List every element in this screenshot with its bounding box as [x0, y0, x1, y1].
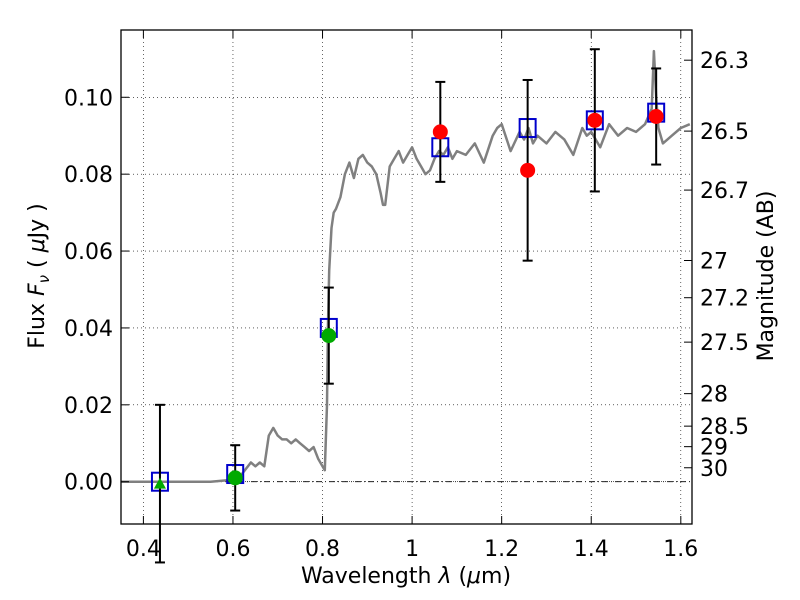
plot-frame — [120, 29, 693, 525]
x-tick-label: 1.6 — [663, 537, 698, 562]
red-data-point — [432, 124, 448, 140]
y2-tick-label: 26.5 — [700, 120, 749, 145]
upper-limit-triangle — [153, 477, 166, 489]
y2-tick-label: 27.2 — [700, 287, 749, 312]
tick-labels: 0.4 0.6 0.8 1 1.2 1.4 1.6 0.00 0.02 0.04 0.06 0.08 0… — [64, 49, 749, 562]
x-tick-label: 1.4 — [574, 537, 609, 562]
y2-tick-label: 28 — [700, 383, 728, 408]
x-tick-label: 0.4 — [126, 537, 161, 562]
x-tick-label: 1.2 — [484, 537, 519, 562]
axis-ticks — [121, 30, 692, 524]
y2-tick-label: 28.5 — [700, 415, 749, 440]
x-tick-label: 1 — [405, 537, 419, 562]
x-axis-label: Wavelength λ (μm) — [301, 564, 511, 589]
model-spectrum-layer — [121, 49, 691, 483]
x-tick-label: 0.8 — [305, 537, 340, 562]
x-tick-label: 0.6 — [215, 537, 250, 562]
y-tick-label: 0.04 — [64, 317, 113, 342]
y-tick-label: 0.10 — [64, 86, 113, 111]
green-data-point — [321, 328, 337, 344]
y-tick-label: 0.02 — [64, 394, 113, 419]
y2-tick-label: 27 — [700, 249, 728, 274]
y2-tick-label: 30 — [700, 457, 728, 482]
y2-tick-label: 26.7 — [700, 179, 749, 204]
y-tick-label: 0.00 — [64, 471, 113, 496]
red-data-point — [587, 112, 603, 128]
y2-tick-label: 26.3 — [700, 49, 749, 74]
red-data-point — [520, 162, 536, 178]
y2-axis-label: Magnitude (AB) — [754, 191, 779, 362]
y2-tick-label: 29 — [700, 436, 728, 461]
green-data-point — [227, 470, 243, 486]
y-tick-label: 0.08 — [64, 163, 113, 188]
red-data-point — [648, 108, 664, 124]
photometry-points-layer — [150, 48, 666, 564]
model-spectrum-line — [121, 49, 691, 483]
y-axis-label: Flux Fν ( μJy ) — [25, 203, 53, 348]
y-tick-label: 0.06 — [64, 240, 113, 265]
plot-area-background — [121, 30, 692, 524]
y2-tick-label: 27.5 — [700, 331, 749, 356]
